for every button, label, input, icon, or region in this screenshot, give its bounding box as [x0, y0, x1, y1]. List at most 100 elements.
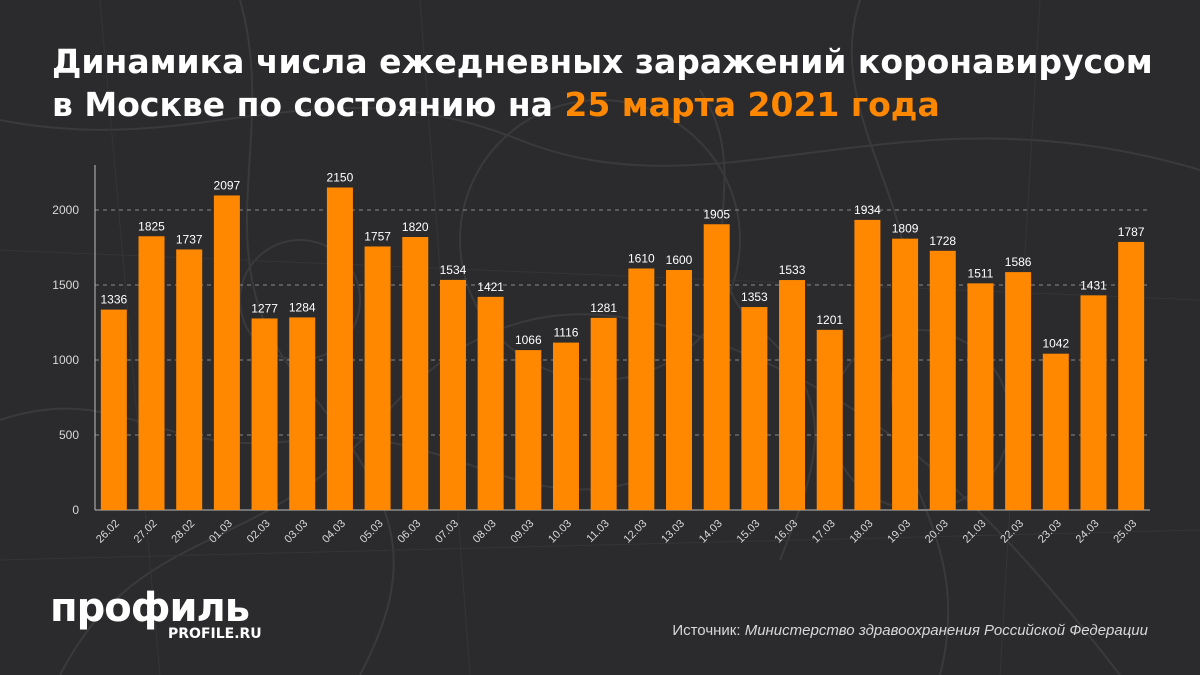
x-tick-label: 19.03	[885, 518, 913, 546]
bar	[967, 283, 994, 510]
bar-value-label: 1820	[402, 220, 429, 234]
x-tick-label: 15.03	[735, 518, 763, 546]
x-tick-label: 09.03	[508, 518, 536, 546]
bar	[1042, 353, 1069, 510]
bar-value-label: 1600	[666, 253, 693, 267]
x-tick-label: 22.03	[998, 518, 1026, 546]
bar-value-label: 2097	[214, 178, 241, 192]
x-tick-label: 28.02	[169, 518, 197, 546]
bar	[703, 224, 730, 510]
bar	[666, 270, 693, 510]
x-tick-label: 10.03	[546, 518, 574, 546]
bar-value-label: 1431	[1080, 278, 1107, 292]
bar	[892, 238, 919, 510]
x-tick-label: 16.03	[772, 518, 800, 546]
bar	[552, 342, 579, 510]
x-tick-label: 02.03	[245, 518, 273, 546]
bar	[100, 309, 127, 510]
y-tick-label: 0	[72, 503, 79, 517]
bar	[477, 296, 504, 510]
bar-value-label: 1284	[289, 300, 316, 314]
x-tick-label: 24.03	[1074, 518, 1102, 546]
bar-value-label: 1281	[590, 301, 617, 315]
bar	[1080, 295, 1107, 510]
bar	[816, 329, 843, 510]
bar	[741, 307, 768, 510]
bar-value-label: 1809	[892, 222, 919, 236]
bar-value-label: 1201	[816, 313, 843, 327]
bar-value-label: 1905	[703, 207, 730, 221]
x-tick-label: 03.03	[282, 518, 310, 546]
title-date-highlight: 25 марта 2021 года	[564, 85, 940, 124]
bar	[402, 237, 429, 510]
x-tick-label: 13.03	[659, 518, 687, 546]
bar-value-label: 1533	[779, 263, 806, 277]
bar-value-label: 1277	[251, 301, 278, 315]
bar	[779, 280, 806, 510]
y-tick-label: 500	[59, 428, 79, 442]
x-tick-label: 06.03	[395, 518, 423, 546]
bar	[138, 236, 165, 510]
bar	[289, 317, 316, 510]
bar-value-label: 1728	[929, 234, 956, 248]
bar-value-label: 1787	[1118, 225, 1145, 239]
y-tick-label: 1000	[52, 353, 79, 367]
title-line-2-prefix: в Москве по состоянию на	[52, 85, 565, 124]
x-tick-label: 26.02	[94, 518, 122, 546]
bar	[590, 317, 617, 510]
brand-name: профиль	[50, 585, 250, 631]
x-tick-label: 20.03	[923, 518, 951, 546]
bar-value-label: 1421	[477, 280, 504, 294]
bar-value-label: 1825	[138, 219, 165, 233]
y-tick-label: 2000	[52, 203, 79, 217]
x-tick-label: 05.03	[358, 518, 386, 546]
bar-value-label: 1737	[176, 232, 203, 246]
x-tick-label: 07.03	[433, 518, 461, 546]
bar	[364, 246, 391, 510]
x-tick-label: 27.02	[132, 518, 160, 546]
bar	[1005, 272, 1032, 510]
bar-value-label: 1066	[515, 333, 542, 347]
x-tick-label: 08.03	[471, 518, 499, 546]
x-tick-label: 17.03	[810, 518, 838, 546]
bar-value-label: 2150	[327, 171, 354, 185]
bar-value-label: 1116	[554, 326, 579, 340]
bar-value-label: 1586	[1005, 255, 1032, 269]
bar-value-label: 1353	[741, 290, 768, 304]
x-tick-label: 11.03	[584, 518, 611, 545]
x-tick-label: 18.03	[848, 518, 876, 546]
title-line-1: Динамика числа ежедневных заражений коро…	[52, 42, 1153, 81]
bar	[1118, 241, 1145, 510]
x-tick-label: 25.03	[1111, 518, 1139, 546]
bar	[439, 279, 466, 510]
x-tick-label: 14.03	[697, 518, 725, 546]
bar-value-label: 1511	[968, 266, 994, 280]
brand-logo: профиль PROFILE.RU	[50, 585, 262, 642]
y-tick-label: 1500	[52, 278, 79, 292]
bar-value-label: 1336	[100, 293, 127, 307]
source-label: Источник:	[672, 622, 745, 639]
source-note: Источник: Министерство здравоохранения Р…	[672, 622, 1148, 639]
chart-title: Динамика числа ежедневных заражений коро…	[52, 40, 1172, 126]
bar	[628, 268, 655, 510]
bar-value-label: 1934	[854, 203, 881, 217]
bar	[176, 249, 203, 510]
bar	[929, 250, 956, 511]
bar	[213, 195, 240, 510]
bar-value-label: 1610	[628, 252, 655, 266]
bar	[854, 219, 881, 510]
bar-value-label: 1757	[364, 229, 391, 243]
bar	[515, 350, 542, 510]
bar-value-label: 1534	[440, 263, 467, 277]
source-value: Министерство здравоохранения Российской …	[744, 622, 1148, 639]
bar	[251, 318, 278, 510]
bar-value-label: 1042	[1042, 337, 1069, 351]
x-tick-label: 04.03	[320, 518, 348, 546]
bar	[326, 187, 353, 510]
x-tick-label: 01.03	[207, 518, 235, 546]
x-tick-label: 23.03	[1036, 518, 1064, 546]
x-tick-label: 12.03	[622, 518, 650, 546]
x-tick-label: 21.03	[961, 518, 989, 546]
brand-url: PROFILE.RU	[168, 626, 262, 642]
